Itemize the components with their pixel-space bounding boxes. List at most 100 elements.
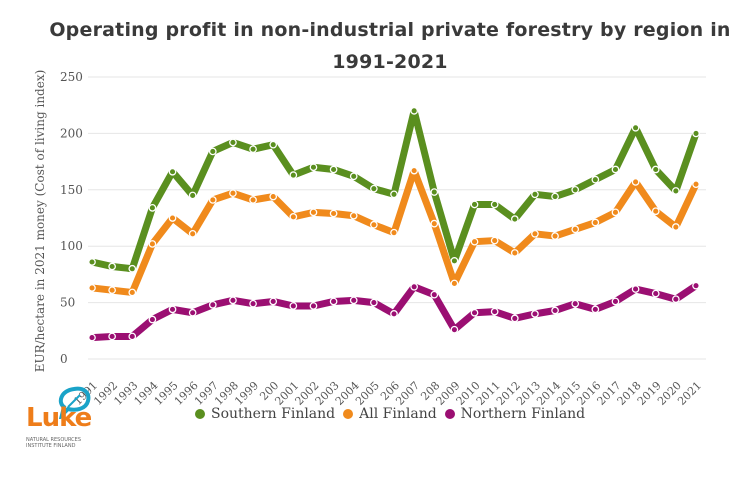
data-point-all-finland[interactable] xyxy=(208,196,217,204)
data-point-northern-finland[interactable] xyxy=(430,290,439,299)
data-point-southern-finland[interactable] xyxy=(390,190,398,199)
data-point-southern-finland[interactable] xyxy=(450,257,459,265)
data-point-all-finland[interactable] xyxy=(611,208,620,217)
data-point-northern-finland[interactable] xyxy=(611,297,620,306)
legend-item-northern-finland[interactable]: Northern Finland xyxy=(444,406,585,422)
data-point-northern-finland[interactable] xyxy=(249,299,257,308)
data-point-northern-finland[interactable] xyxy=(88,333,96,342)
data-point-northern-finland[interactable] xyxy=(551,306,559,315)
data-point-northern-finland[interactable] xyxy=(531,310,539,318)
data-point-southern-finland[interactable] xyxy=(370,184,378,193)
data-point-southern-finland[interactable] xyxy=(349,172,358,181)
data-point-southern-finland[interactable] xyxy=(229,138,237,147)
data-point-northern-finland[interactable] xyxy=(631,285,640,293)
data-point-northern-finland[interactable] xyxy=(571,299,580,308)
data-point-southern-finland[interactable] xyxy=(490,200,499,209)
data-point-southern-finland[interactable] xyxy=(289,171,298,179)
data-point-southern-finland[interactable] xyxy=(611,165,620,174)
data-point-southern-finland[interactable] xyxy=(269,140,278,149)
data-point-southern-finland[interactable] xyxy=(672,187,680,195)
data-point-northern-finland[interactable] xyxy=(390,310,398,318)
data-point-northern-finland[interactable] xyxy=(188,308,197,317)
data-point-northern-finland[interactable] xyxy=(651,289,660,298)
data-point-northern-finland[interactable] xyxy=(289,302,298,310)
data-point-southern-finland[interactable] xyxy=(470,200,479,209)
data-point-all-finland[interactable] xyxy=(128,288,137,297)
data-point-northern-finland[interactable] xyxy=(510,314,519,323)
data-point-southern-finland[interactable] xyxy=(531,190,539,199)
data-point-northern-finland[interactable] xyxy=(329,297,338,306)
data-point-all-finland[interactable] xyxy=(571,225,580,234)
data-point-northern-finland[interactable] xyxy=(108,332,116,341)
data-point-southern-finland[interactable] xyxy=(591,175,600,184)
data-point-all-finland[interactable] xyxy=(108,286,116,295)
data-point-southern-finland[interactable] xyxy=(208,147,217,156)
data-point-northern-finland[interactable] xyxy=(410,282,418,291)
data-point-all-finland[interactable] xyxy=(390,228,398,237)
series-northern-finland xyxy=(88,281,700,342)
data-point-northern-finland[interactable] xyxy=(450,325,459,334)
y-tick-label: 200 xyxy=(60,126,83,140)
data-point-all-finland[interactable] xyxy=(188,229,197,238)
data-point-all-finland[interactable] xyxy=(309,208,318,217)
data-point-all-finland[interactable] xyxy=(531,229,539,238)
data-point-southern-finland[interactable] xyxy=(128,264,137,273)
data-point-southern-finland[interactable] xyxy=(430,188,439,196)
data-point-all-finland[interactable] xyxy=(229,189,237,198)
data-point-all-finland[interactable] xyxy=(430,219,439,228)
data-point-all-finland[interactable] xyxy=(349,211,358,220)
data-point-northern-finland[interactable] xyxy=(591,305,600,314)
legend-item-all-finland[interactable]: All Finland xyxy=(343,406,437,422)
data-point-all-finland[interactable] xyxy=(370,220,378,229)
data-point-southern-finland[interactable] xyxy=(108,262,116,271)
data-point-all-finland[interactable] xyxy=(269,192,278,201)
data-point-southern-finland[interactable] xyxy=(410,106,418,115)
data-point-all-finland[interactable] xyxy=(510,249,519,257)
data-point-northern-finland[interactable] xyxy=(692,281,700,290)
data-point-southern-finland[interactable] xyxy=(88,258,96,266)
data-point-all-finland[interactable] xyxy=(168,214,177,222)
data-point-all-finland[interactable] xyxy=(148,240,157,248)
data-point-all-finland[interactable] xyxy=(551,232,559,240)
data-point-southern-finland[interactable] xyxy=(571,185,580,194)
data-point-southern-finland[interactable] xyxy=(148,203,157,212)
data-point-southern-finland[interactable] xyxy=(168,167,177,176)
data-point-southern-finland[interactable] xyxy=(329,165,338,174)
data-point-northern-finland[interactable] xyxy=(229,296,237,305)
data-point-northern-finland[interactable] xyxy=(148,315,157,324)
data-point-all-finland[interactable] xyxy=(88,284,96,292)
legend-item-southern-finland[interactable]: Southern Finland xyxy=(195,406,335,422)
data-point-all-finland[interactable] xyxy=(249,196,257,204)
data-point-southern-finland[interactable] xyxy=(551,192,559,201)
data-point-northern-finland[interactable] xyxy=(168,305,177,314)
data-point-northern-finland[interactable] xyxy=(470,308,479,317)
data-point-all-finland[interactable] xyxy=(329,209,338,218)
data-point-northern-finland[interactable] xyxy=(490,307,499,316)
data-point-northern-finland[interactable] xyxy=(370,298,378,307)
data-point-all-finland[interactable] xyxy=(410,166,418,175)
data-point-southern-finland[interactable] xyxy=(631,123,640,132)
data-point-southern-finland[interactable] xyxy=(692,129,700,138)
data-point-southern-finland[interactable] xyxy=(249,145,257,154)
data-point-northern-finland[interactable] xyxy=(672,295,680,304)
data-point-all-finland[interactable] xyxy=(651,207,660,216)
data-point-all-finland[interactable] xyxy=(450,279,459,288)
data-point-northern-finland[interactable] xyxy=(269,297,278,306)
data-point-southern-finland[interactable] xyxy=(651,165,660,174)
data-point-southern-finland[interactable] xyxy=(510,215,519,223)
data-point-all-finland[interactable] xyxy=(289,213,298,221)
luke-logo: Luke NATURAL RESOURCES INSTITUTE FINLAND xyxy=(24,385,114,455)
data-point-northern-finland[interactable] xyxy=(349,296,358,305)
data-point-northern-finland[interactable] xyxy=(208,301,217,309)
data-point-all-finland[interactable] xyxy=(692,180,700,189)
data-point-southern-finland[interactable] xyxy=(309,163,318,172)
data-point-all-finland[interactable] xyxy=(470,237,479,246)
data-point-southern-finland[interactable] xyxy=(188,191,197,200)
data-point-all-finland[interactable] xyxy=(672,223,680,231)
data-point-all-finland[interactable] xyxy=(490,236,499,245)
data-point-northern-finland[interactable] xyxy=(309,302,318,310)
data-point-all-finland[interactable] xyxy=(591,218,600,227)
data-point-northern-finland[interactable] xyxy=(128,332,137,341)
data-point-all-finland[interactable] xyxy=(631,178,640,186)
